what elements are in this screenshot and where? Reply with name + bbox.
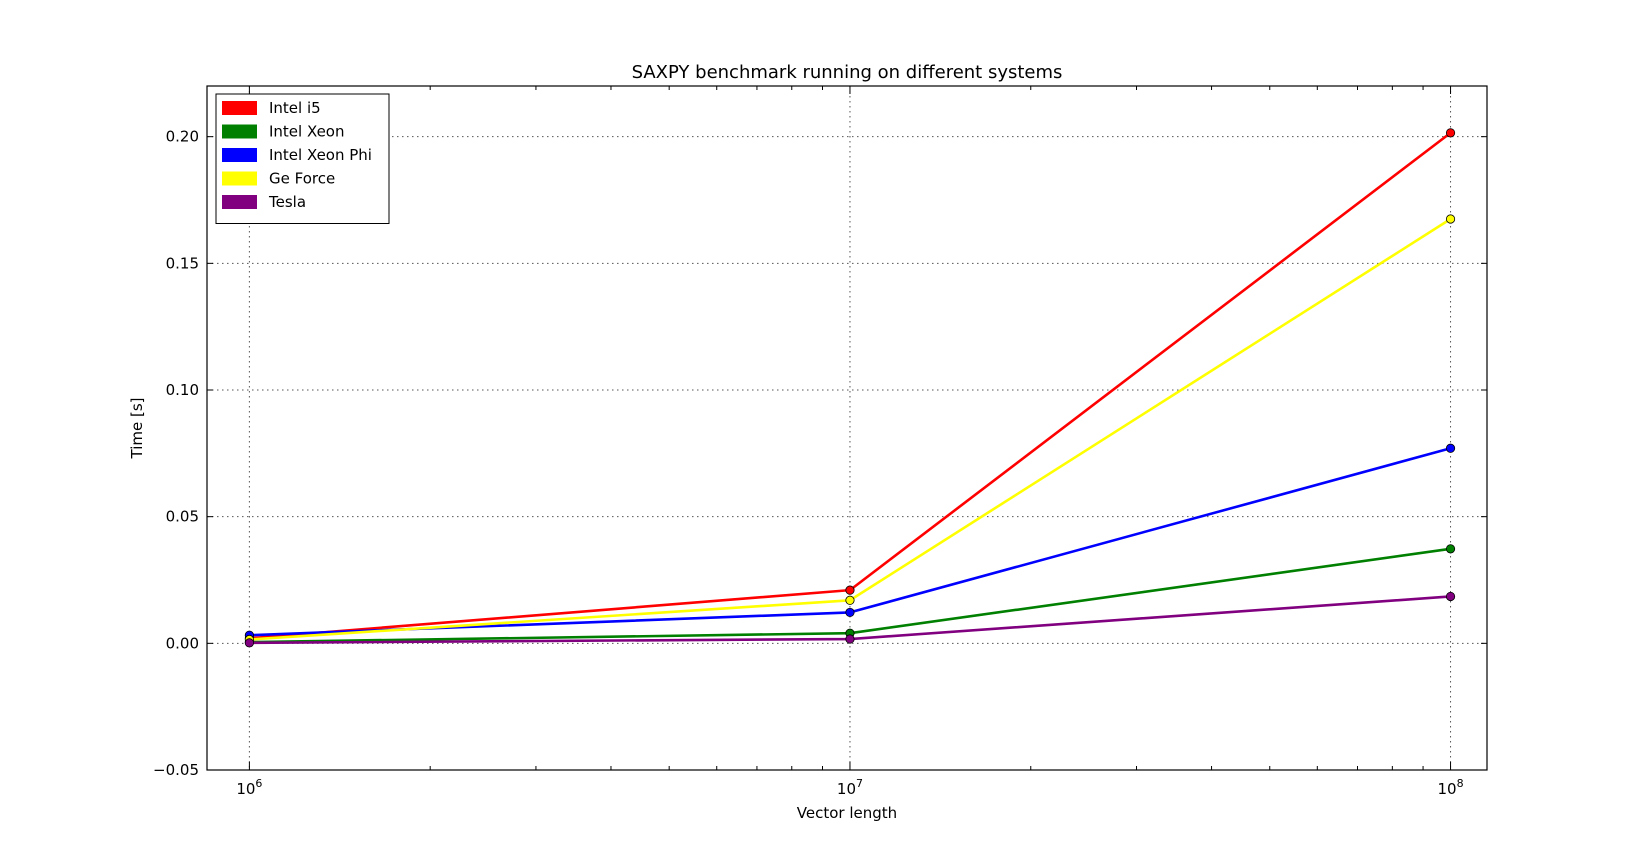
y-tick-label: 0.15 bbox=[166, 254, 199, 272]
y-axis-label: Time [s] bbox=[128, 398, 146, 460]
legend-label: Intel i5 bbox=[269, 99, 321, 117]
legend-label: Intel Xeon bbox=[269, 123, 345, 141]
series-1 bbox=[244, 544, 1456, 647]
legend-swatch bbox=[222, 148, 257, 162]
y-tick-label: 0.20 bbox=[166, 128, 199, 146]
data-point bbox=[845, 595, 855, 605]
series-4 bbox=[244, 591, 1456, 648]
y-tick-label: 0.05 bbox=[166, 508, 199, 526]
y-tick-label: 0.00 bbox=[166, 634, 199, 652]
chart-title: SAXPY benchmark running on different sys… bbox=[632, 62, 1063, 83]
legend-label: Tesla bbox=[268, 193, 306, 211]
legend-swatch bbox=[222, 101, 257, 115]
grid-lines bbox=[207, 86, 1487, 771]
legend: Intel i5 Intel Xeon Intel Xeon Phi Ge Force… bbox=[215, 93, 390, 224]
legend-swatch bbox=[222, 124, 257, 139]
data-point bbox=[1445, 214, 1456, 224]
x-tick-exponent: 8 bbox=[1457, 777, 1464, 790]
x-tick-label: 107 bbox=[837, 777, 863, 798]
x-tick-base: 10 bbox=[236, 780, 255, 798]
x-tick-base: 10 bbox=[1437, 780, 1456, 798]
x-tick-label: 106 bbox=[236, 777, 262, 798]
data-point bbox=[845, 607, 855, 618]
y-tick-label: −0.05 bbox=[153, 761, 199, 779]
data-point bbox=[845, 585, 855, 595]
series-0 bbox=[244, 128, 1456, 643]
series-3 bbox=[244, 214, 1456, 645]
series-layer bbox=[244, 128, 1456, 648]
legend-swatch bbox=[222, 195, 257, 209]
data-point bbox=[1445, 591, 1456, 602]
data-point bbox=[1445, 128, 1456, 138]
x-axis-label: Vector length bbox=[797, 804, 897, 822]
legend-label: Ge Force bbox=[269, 170, 335, 188]
y-tick-label: 0.10 bbox=[166, 381, 199, 399]
x-tick-exponent: 6 bbox=[255, 777, 262, 790]
x-tick-base: 10 bbox=[837, 780, 856, 798]
data-point bbox=[845, 634, 855, 644]
legend-swatch bbox=[222, 171, 257, 186]
legend-label: Intel Xeon Phi bbox=[269, 146, 372, 164]
plot-frame bbox=[206, 85, 1488, 771]
data-point bbox=[1445, 443, 1456, 453]
x-tick-exponent: 7 bbox=[856, 777, 863, 790]
data-point bbox=[244, 638, 254, 648]
x-tick-label: 108 bbox=[1437, 777, 1463, 798]
data-point bbox=[1445, 544, 1456, 554]
